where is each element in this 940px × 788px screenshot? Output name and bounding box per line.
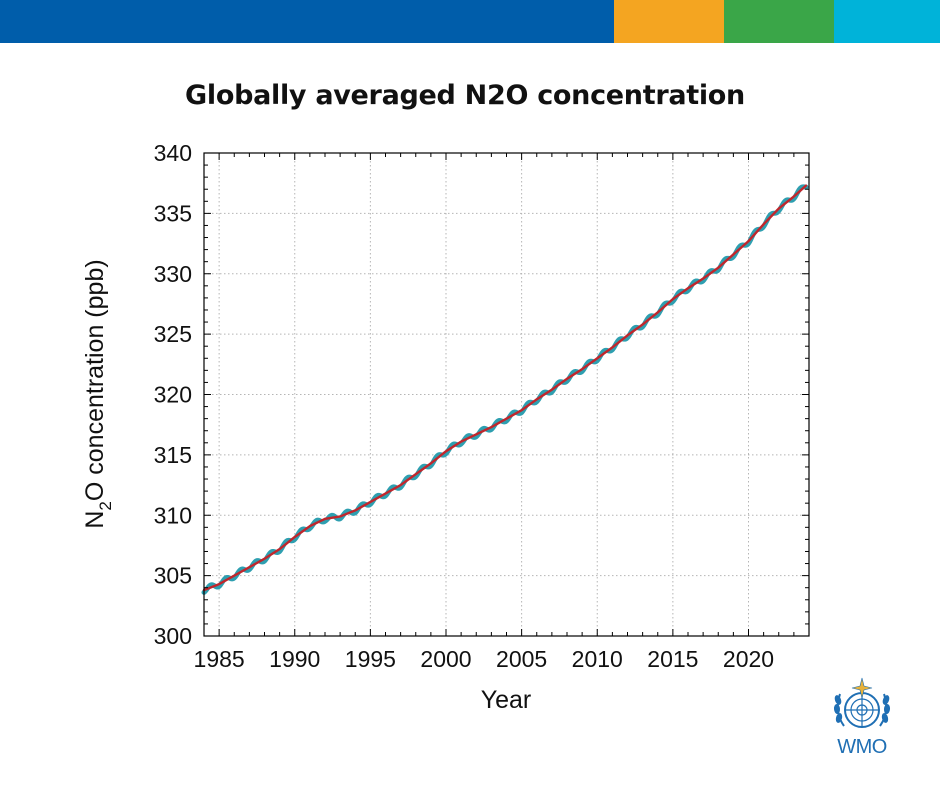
series-line-trend [202,184,808,592]
header-bar-orange [614,0,724,43]
y-tick-label: 320 [154,382,192,408]
y-tick-label: 325 [154,321,192,347]
y-tick-label: 330 [154,261,192,287]
header-color-bar [0,0,940,43]
chart-tick-labels: 1985 1990 1995 2000 2005 2010 2015 2020 300 305 31… [154,140,774,672]
chart-title: Globally averaged N2O concentration [185,80,745,111]
x-tick-label: 2020 [723,646,774,672]
wmo-logo-text: WMO [837,736,887,758]
y-tick-label: 335 [154,200,192,226]
x-tick-label: 1985 [194,646,245,672]
y-tick-label: 305 [154,563,192,589]
x-axis-label: Year [481,686,532,714]
y-tick-label: 310 [154,502,192,528]
y-axis-label: N2O concentration (ppb) [81,259,115,528]
chart-grid [204,152,809,637]
x-tick-label: 1995 [345,646,396,672]
y-axis-label-part-n: N [81,511,109,529]
chart-series [201,184,809,595]
y-axis-label-part-rest: O concentration (ppb) [81,259,109,501]
x-tick-label: 2010 [572,646,623,672]
x-tick-label: 2000 [420,646,471,672]
y-tick-label: 300 [154,623,192,649]
y-tick-label: 340 [154,140,192,166]
header-bar-green [724,0,834,43]
chart-ticks [203,152,810,637]
x-tick-label: 2015 [647,646,698,672]
header-bar-cyan [834,0,940,43]
y-axis-label-subscript: 2 [96,501,115,510]
wmo-emblem-icon [833,677,891,728]
x-tick-label: 2005 [496,646,547,672]
header-bar-blue [0,0,614,43]
x-tick-label: 1990 [269,646,320,672]
wmo-logo: WMO [830,676,894,766]
y-tick-label: 315 [154,442,192,468]
